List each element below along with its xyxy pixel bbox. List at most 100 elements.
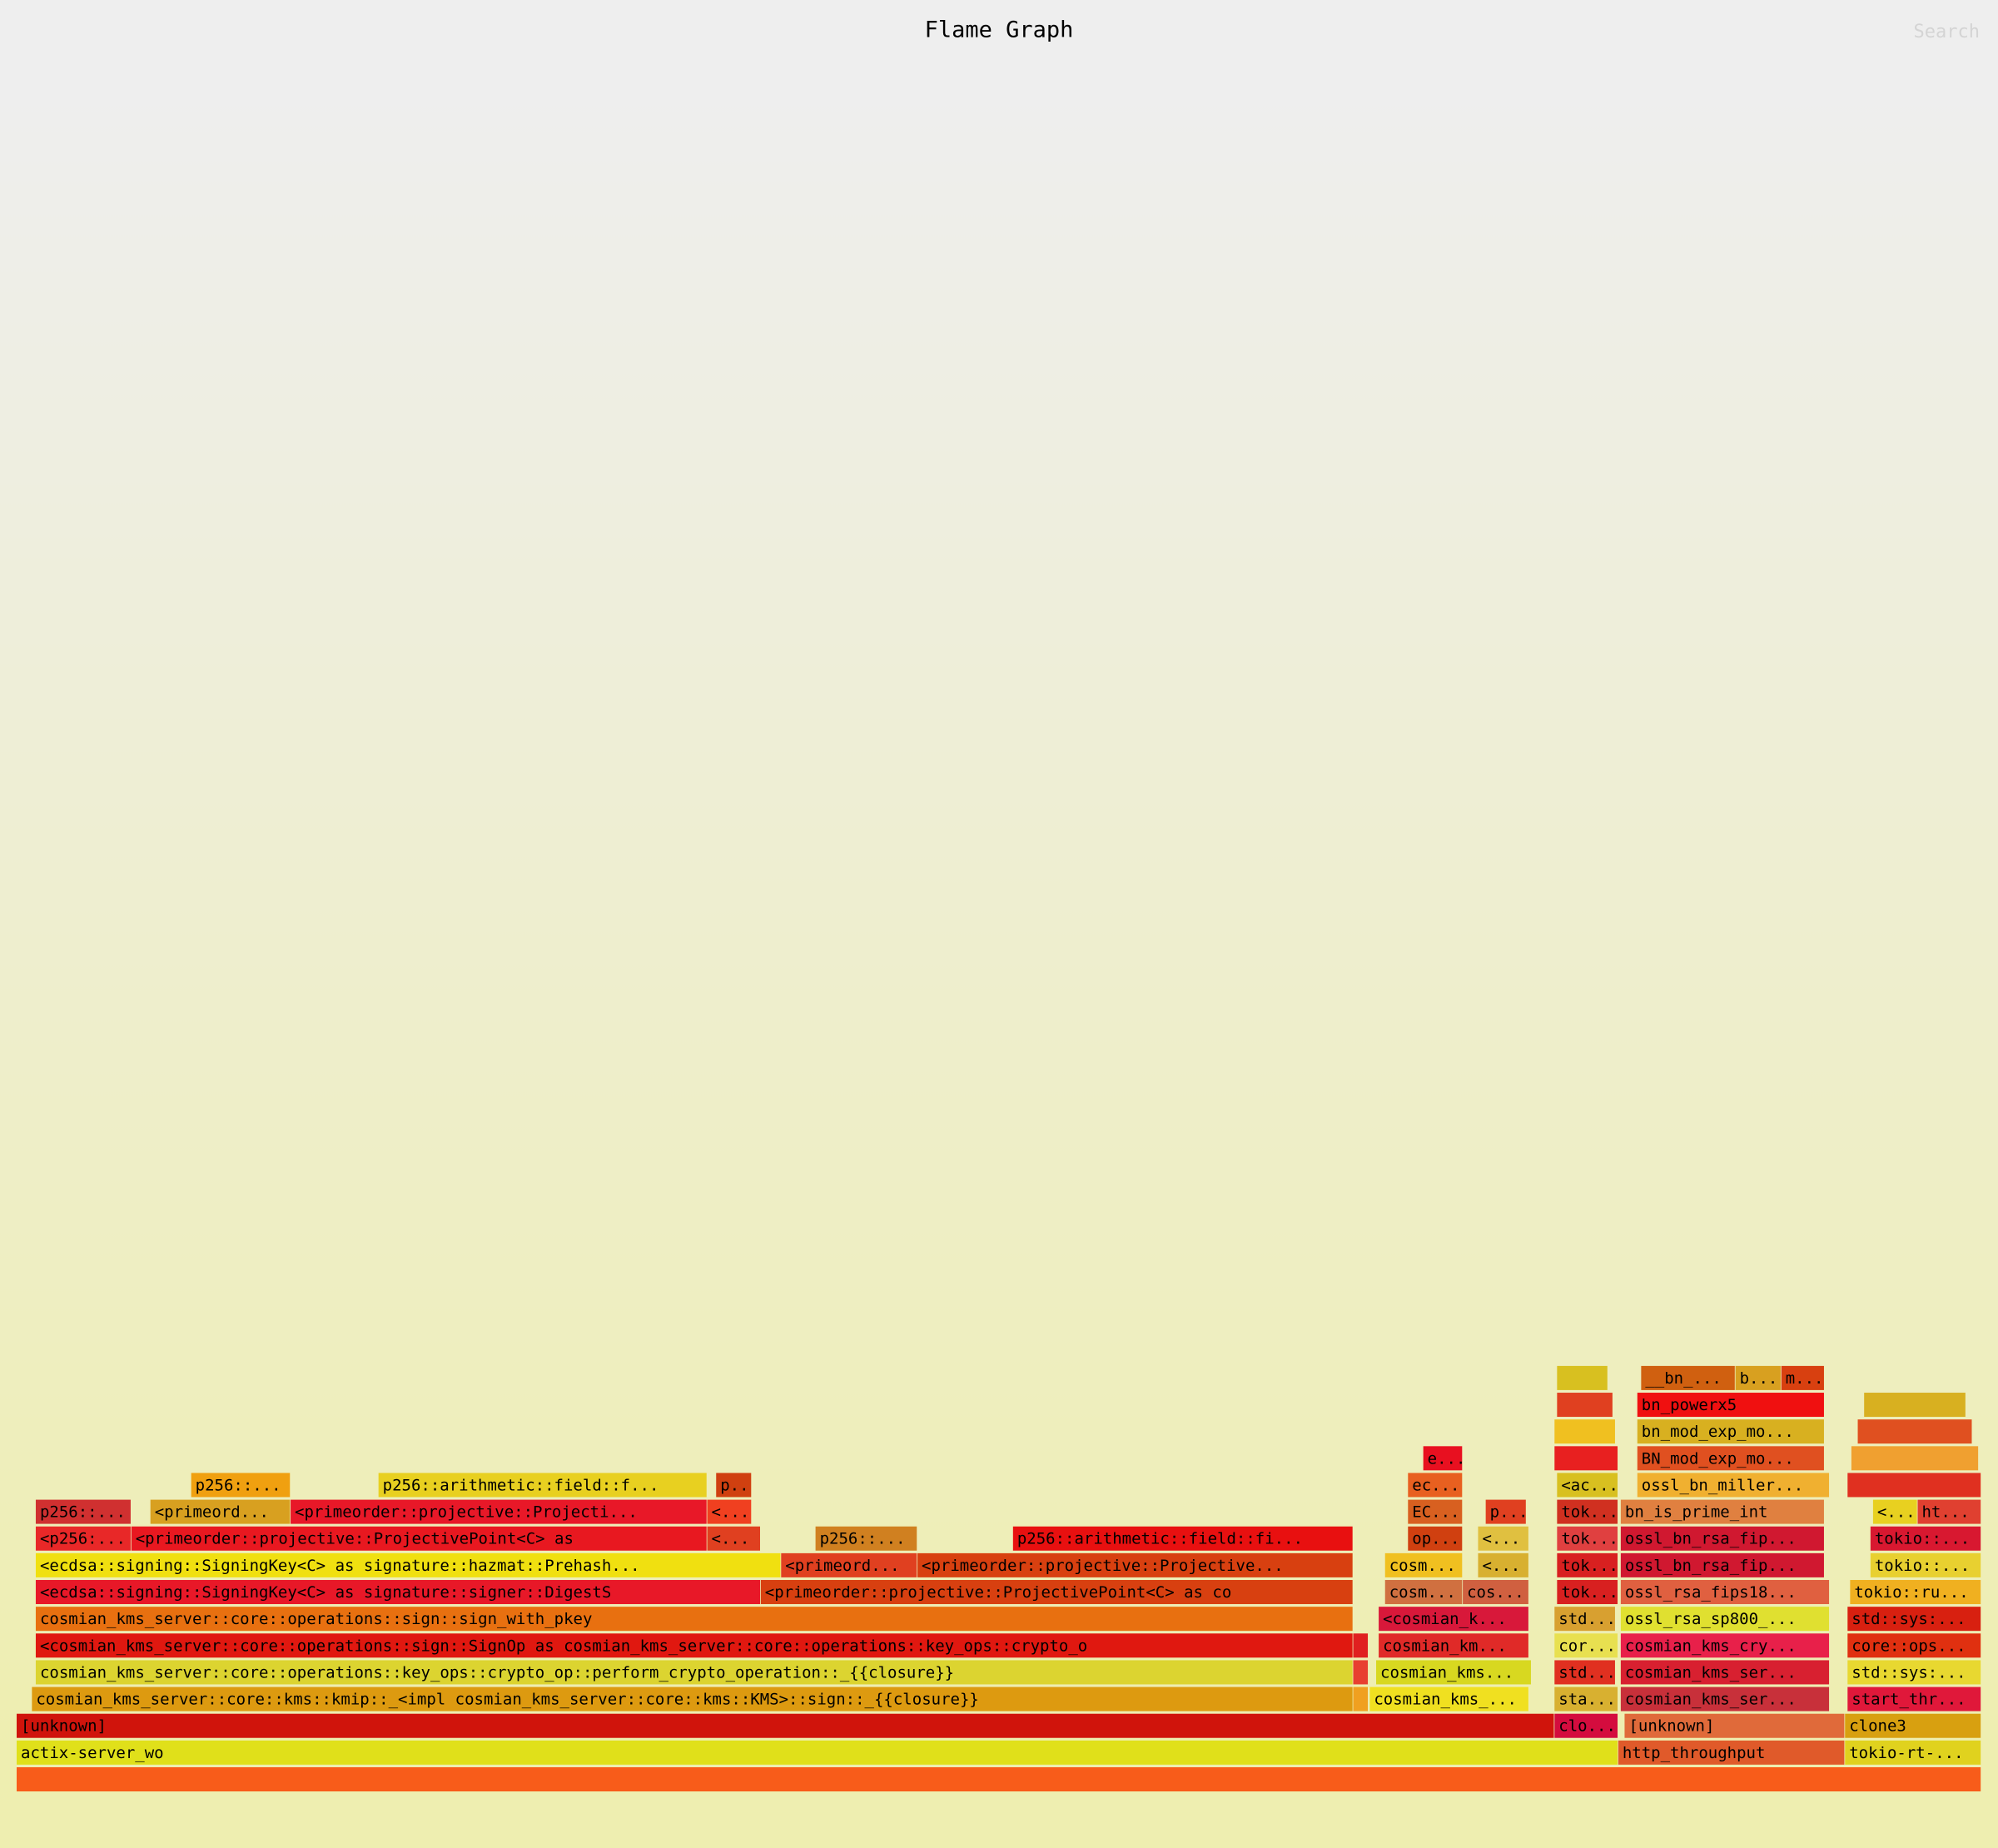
frame[interactable] [32,1687,1353,1711]
frame[interactable] [1847,1633,1981,1658]
frame-label: <primeorder::projective::Projective... [922,1557,1284,1575]
frame[interactable] [1851,1446,1979,1471]
frame[interactable] [1845,1740,1981,1765]
frame[interactable] [1870,1552,1981,1577]
frame[interactable] [1637,1446,1824,1471]
frame[interactable] [1620,1633,1830,1658]
frame[interactable] [1847,1687,1981,1711]
frame[interactable] [707,1499,752,1524]
frame[interactable] [17,1713,1554,1738]
frame[interactable] [1917,1499,1981,1524]
frame[interactable] [1557,1552,1618,1577]
frame[interactable] [1847,1660,1981,1685]
frame[interactable] [35,1607,1353,1632]
frame[interactable] [191,1473,291,1498]
frame[interactable] [815,1526,917,1551]
frame-label: cosm... [1389,1557,1456,1575]
frame[interactable] [1637,1393,1824,1418]
frame[interactable] [35,1499,131,1524]
frame[interactable] [1554,1687,1618,1711]
frame[interactable] [1463,1580,1528,1605]
frame[interactable] [1478,1552,1528,1577]
frame[interactable] [1379,1633,1528,1658]
frame[interactable] [150,1499,291,1524]
frame[interactable] [1620,1499,1824,1524]
frame[interactable] [1847,1607,1981,1632]
frame[interactable] [35,1526,131,1551]
frame[interactable] [1353,1660,1369,1685]
frame[interactable] [1620,1526,1824,1551]
frame[interactable] [1847,1473,1981,1498]
frame-label-box: http_throughput [1623,1744,1766,1762]
frame-label: cosmian_kms... [1380,1663,1513,1682]
frame[interactable] [1870,1526,1981,1551]
frame[interactable] [1620,1552,1824,1577]
frame[interactable] [760,1580,1353,1605]
frame[interactable] [35,1633,1353,1658]
frame[interactable] [1624,1713,1845,1738]
frame[interactable] [1845,1713,1981,1738]
frame[interactable] [1857,1419,1972,1444]
frame-label-box: bn_mod_exp_mo... [1642,1423,1794,1441]
frame[interactable] [1557,1499,1618,1524]
frame[interactable] [35,1580,761,1605]
frame[interactable] [1408,1473,1463,1498]
frame[interactable] [1485,1499,1526,1524]
frame[interactable] [291,1499,707,1524]
frame[interactable] [1557,1580,1618,1605]
frame[interactable] [1557,1393,1613,1418]
frame[interactable] [378,1473,707,1498]
frame[interactable] [1637,1473,1830,1498]
frame[interactable] [17,1740,1618,1765]
frame[interactable] [1554,1419,1615,1444]
frame[interactable] [1478,1526,1528,1551]
frame-label-box: <primeorder::projective::ProjectivePoint… [765,1583,1232,1602]
frame[interactable] [1557,1473,1618,1498]
frame[interactable] [1620,1660,1830,1685]
frame[interactable] [1735,1365,1781,1390]
frame[interactable] [1423,1446,1463,1471]
frame[interactable] [1369,1687,1528,1711]
frame[interactable] [1554,1607,1615,1632]
frame[interactable] [131,1526,707,1551]
frame[interactable] [1408,1499,1463,1524]
frame[interactable] [1408,1526,1463,1551]
frame[interactable] [1554,1446,1618,1471]
frame[interactable] [1872,1499,1917,1524]
frame[interactable] [1379,1607,1528,1632]
frame[interactable] [1554,1633,1618,1658]
frame[interactable] [1620,1607,1830,1632]
frame[interactable] [1376,1660,1531,1685]
frame[interactable] [1012,1526,1353,1551]
frame-label-box: <cosmian_kms_server::core::operations::s… [40,1637,1087,1655]
frame[interactable] [1384,1580,1463,1605]
frame[interactable] [1864,1393,1966,1418]
frame[interactable] [716,1473,752,1498]
frame[interactable] [1557,1365,1608,1390]
frame[interactable] [1850,1580,1981,1605]
frame-label-box: cosmian_kms_ser... [1625,1663,1797,1682]
frame[interactable] [1641,1365,1735,1390]
frame-label: <primeorder::projective::Projecti... [295,1503,638,1522]
frame-label-box: e... [1428,1449,1463,1468]
frame[interactable] [1781,1365,1824,1390]
frame[interactable] [707,1526,761,1551]
frame-label: <primeord... [155,1503,269,1522]
frame[interactable] [781,1552,917,1577]
frame[interactable] [35,1552,781,1577]
frame[interactable] [1353,1687,1369,1711]
frame[interactable] [1637,1419,1824,1444]
frame[interactable] [1620,1687,1830,1711]
frame[interactable] [1557,1526,1618,1551]
frame[interactable] [1384,1552,1463,1577]
frame[interactable] [1618,1740,1845,1765]
frame-label: <ecdsa::signing::SigningKey<C> as signat… [40,1557,640,1575]
frame[interactable] [35,1660,1353,1685]
frame[interactable] [1554,1660,1615,1685]
frame[interactable] [1620,1580,1830,1605]
search-button[interactable]: Search [1914,22,1980,42]
frame[interactable] [1554,1713,1618,1738]
frame[interactable] [917,1552,1353,1577]
frame[interactable] [17,1767,1981,1791]
frame[interactable] [1353,1633,1369,1658]
